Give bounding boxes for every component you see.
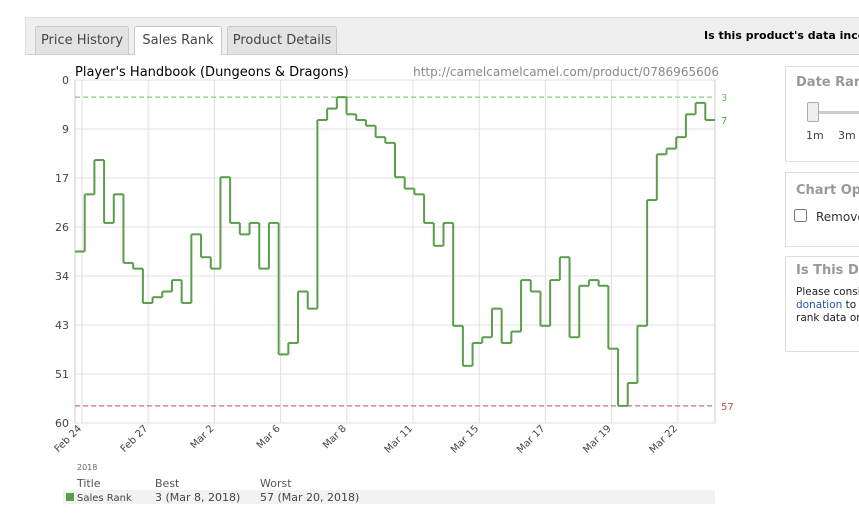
y-tick-label: 60 bbox=[55, 417, 69, 430]
year-label: 2018 bbox=[77, 463, 97, 472]
chart-options-panel: Chart Opti Remove bbox=[785, 172, 859, 247]
y-tick-label: 34 bbox=[55, 270, 69, 283]
reference-label: 57 bbox=[721, 402, 734, 413]
checkbox-label[interactable]: Remove bbox=[816, 210, 859, 224]
y-tick-label: 9 bbox=[62, 123, 69, 136]
range-option[interactable]: 1m bbox=[806, 129, 824, 142]
stats-best: 3 (Mar 8, 2018) bbox=[155, 491, 240, 504]
legend-label: Sales Rank bbox=[77, 493, 132, 504]
range-option[interactable]: 3m bbox=[838, 129, 856, 142]
stats-header: Worst bbox=[260, 477, 292, 490]
stats-row-bg bbox=[63, 490, 715, 504]
data-panel: Is This Dat Please consi donation to h r… bbox=[785, 256, 859, 352]
date-range-panel: Date Rang 1m 3m bbox=[785, 66, 859, 162]
stats-header: Title bbox=[76, 477, 101, 490]
y-tick-label: 26 bbox=[55, 221, 69, 234]
x-tick-label: Feb 27 bbox=[119, 423, 151, 455]
checkbox[interactable] bbox=[794, 209, 807, 222]
y-tick-label: 43 bbox=[55, 319, 69, 332]
tab[interactable]: Sales Rank bbox=[134, 26, 222, 55]
text-line: donation to h bbox=[796, 299, 859, 312]
tab[interactable]: Product Details bbox=[227, 26, 337, 54]
panel-title: Is This Dat bbox=[796, 263, 859, 278]
panel-text: Please consi donation to h rank data onl bbox=[796, 286, 859, 325]
last-value-label: 7 bbox=[721, 116, 727, 127]
slider-handle[interactable] bbox=[807, 102, 819, 122]
reference-label: 3 bbox=[721, 93, 727, 104]
stats-header: Best bbox=[155, 477, 180, 490]
chart-url: http://camelcamelcamel.com/product/07869… bbox=[413, 65, 719, 79]
chart: Player's Handbook (Dungeons & Dragons) h… bbox=[53, 65, 734, 504]
text-line: rank data onl bbox=[796, 312, 859, 324]
x-tick-label: Mar 8 bbox=[321, 423, 349, 451]
panel-title: Chart Opti bbox=[796, 183, 859, 198]
y-tick-label: 51 bbox=[55, 368, 69, 381]
chart-title: Player's Handbook (Dungeons & Dragons) bbox=[75, 65, 349, 80]
x-tick-label: Mar 19 bbox=[581, 423, 613, 455]
x-tick-label: Mar 22 bbox=[648, 423, 680, 455]
notice[interactable]: Is this product's data incorrec bbox=[704, 29, 859, 42]
text: to h bbox=[845, 299, 859, 311]
slider-track bbox=[810, 111, 859, 114]
x-tick-label: Mar 15 bbox=[449, 423, 481, 455]
panel-title: Date Rang bbox=[796, 75, 859, 90]
text-line: Please consi bbox=[796, 286, 859, 298]
y-tick-label: 17 bbox=[55, 172, 69, 185]
tab[interactable]: Price History bbox=[35, 26, 129, 54]
x-tick-label: Mar 11 bbox=[383, 423, 415, 455]
stats-worst: 57 (Mar 20, 2018) bbox=[260, 491, 359, 504]
legend-swatch bbox=[66, 493, 74, 501]
x-tick-label: Mar 17 bbox=[515, 423, 547, 455]
x-tick-label: Mar 6 bbox=[255, 423, 283, 451]
y-tick-label: 0 bbox=[62, 74, 69, 87]
link[interactable]: donation bbox=[796, 299, 843, 311]
x-tick-label: Mar 2 bbox=[189, 423, 217, 451]
